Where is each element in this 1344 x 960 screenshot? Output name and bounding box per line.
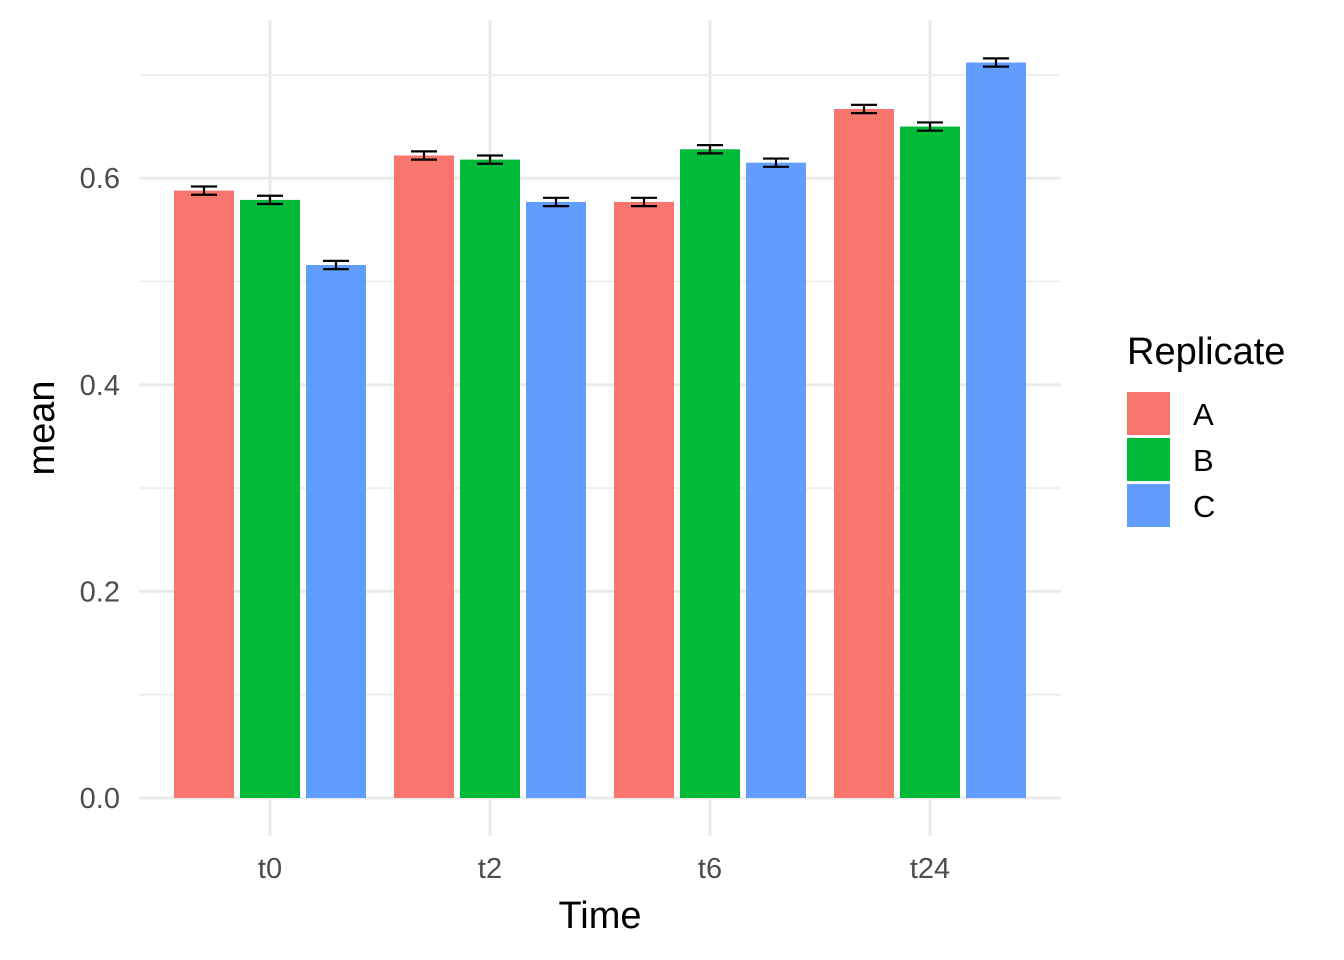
error-bar-C-t24: [983, 57, 1009, 68]
x-tick-labels: t0 t2 t6 t24: [258, 853, 950, 885]
error-bar-A-t24: [851, 103, 877, 115]
y-tick-label: 0.2: [80, 576, 120, 608]
legend-label-C: C: [1193, 489, 1215, 524]
x-tick-label: t6: [698, 853, 722, 885]
error-bar-C-t6: [763, 157, 789, 168]
bar-layer: [174, 62, 1026, 799]
error-bar-A-t2: [411, 150, 437, 161]
x-axis-title: Time: [558, 895, 641, 937]
error-bar-A-t6: [631, 196, 657, 208]
error-bar-layer: [191, 57, 1009, 271]
bar-B-t24: [900, 126, 960, 799]
error-bar-B-t6: [697, 144, 723, 155]
error-bar-B-t0: [257, 194, 283, 206]
bar-A-t24: [834, 108, 894, 798]
bar-A-t0: [174, 190, 234, 798]
error-bar-C-t0: [323, 259, 349, 271]
bar-B-t0: [240, 199, 300, 798]
legend-key-A: [1127, 392, 1170, 435]
legend: Replicate ABC: [1127, 331, 1285, 527]
legend-items: ABC: [1127, 392, 1215, 527]
error-bar-A-t0: [191, 185, 217, 196]
legend-key-C: [1127, 484, 1170, 527]
y-axis-title: mean: [21, 380, 63, 475]
bar-B-t2: [460, 159, 520, 798]
y-tick-labels: 0.0 0.2 0.4 0.6: [80, 163, 120, 815]
legend-label-B: B: [1193, 443, 1214, 478]
y-tick-label: 0.4: [80, 370, 120, 402]
legend-title: Replicate: [1127, 331, 1285, 373]
bar-C-t6: [746, 162, 806, 798]
bar-A-t2: [394, 155, 454, 798]
x-tick-label: t0: [258, 853, 282, 885]
y-tick-label: 0.0: [80, 783, 120, 815]
bar-A-t6: [614, 201, 674, 799]
error-bar-B-t24: [917, 121, 943, 132]
error-bar-C-t2: [543, 196, 569, 208]
legend-label-A: A: [1193, 397, 1214, 432]
bar-C-t24: [966, 62, 1026, 798]
bar-B-t6: [680, 149, 740, 798]
y-tick-label: 0.6: [80, 163, 120, 195]
x-tick-label: t2: [478, 853, 502, 885]
error-bar-B-t2: [477, 154, 503, 165]
legend-key-B: [1127, 438, 1170, 481]
bar-C-t0: [306, 264, 366, 798]
bar-C-t2: [526, 201, 586, 799]
x-tick-label: t24: [910, 853, 950, 885]
